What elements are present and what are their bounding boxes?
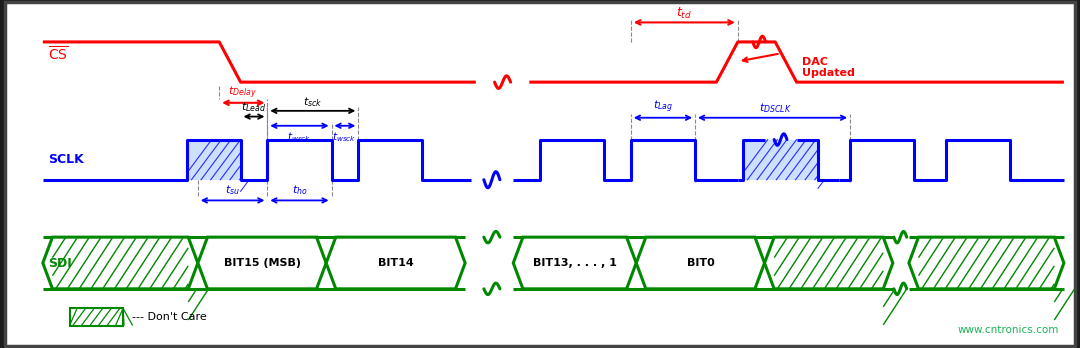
Text: DAC
Updated: DAC Updated — [802, 57, 855, 78]
Bar — [743, 140, 818, 180]
Text: $t_{DSCLK}$: $t_{DSCLK}$ — [759, 102, 792, 116]
Polygon shape — [43, 237, 198, 289]
Text: $t_{Lag}$: $t_{Lag}$ — [653, 99, 673, 116]
Polygon shape — [198, 237, 326, 289]
Text: BIT0: BIT0 — [687, 258, 714, 268]
Text: $t_{ho}$: $t_{ho}$ — [292, 183, 308, 197]
Text: $t_{Lead}$: $t_{Lead}$ — [241, 101, 266, 114]
Text: $t_{wsck}$: $t_{wsck}$ — [287, 130, 311, 144]
Text: --- Don't Care: --- Don't Care — [132, 312, 206, 322]
Polygon shape — [909, 237, 1064, 289]
Text: $t_{td}$: $t_{td}$ — [676, 6, 692, 21]
Text: SCLK: SCLK — [49, 153, 84, 166]
Polygon shape — [513, 237, 636, 289]
Text: SDI: SDI — [49, 256, 72, 269]
Bar — [187, 140, 241, 180]
Polygon shape — [765, 237, 893, 289]
Text: $\overline{\mathrm{CS}}$: $\overline{\mathrm{CS}}$ — [49, 45, 69, 64]
Text: $t_{sck}$: $t_{sck}$ — [302, 95, 322, 109]
Text: $t_{wsck}$: $t_{wsck}$ — [333, 130, 356, 144]
Text: $t_{su}$: $t_{su}$ — [225, 183, 240, 197]
Polygon shape — [69, 308, 123, 326]
Polygon shape — [326, 237, 465, 289]
Text: BIT14: BIT14 — [378, 258, 414, 268]
Polygon shape — [636, 237, 765, 289]
Text: www.cntronics.com: www.cntronics.com — [957, 325, 1058, 335]
Text: BIT13, . . . , 1: BIT13, . . . , 1 — [532, 258, 617, 268]
Text: BIT15 (MSB): BIT15 (MSB) — [224, 258, 300, 268]
Text: $t_{Delay}$: $t_{Delay}$ — [228, 84, 257, 101]
